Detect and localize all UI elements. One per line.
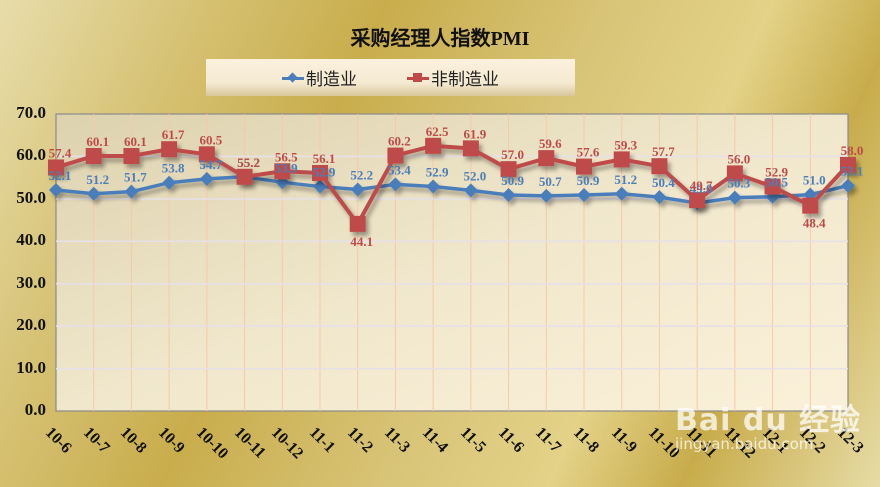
- data-label: 52.0: [463, 168, 486, 183]
- data-label: 57.7: [652, 144, 675, 159]
- data-label: 51.2: [614, 172, 637, 187]
- data-label: 53.9: [275, 160, 298, 175]
- data-label: 44.1: [350, 234, 373, 249]
- data-label: 50.3: [727, 176, 750, 191]
- legend-item-manufacturing: 制造业: [282, 65, 357, 90]
- data-label: 61.7: [162, 127, 185, 142]
- y-tick-label: 40.0: [16, 230, 46, 250]
- data-label: 51.7: [124, 170, 147, 185]
- data-label: 53.1: [841, 164, 864, 179]
- data-label: 52.1: [49, 168, 72, 183]
- watermark: Bai du 经验 jingyan.baidu.com: [675, 395, 861, 453]
- watermark-url: jingyan.baidu.com: [675, 435, 814, 453]
- data-label: 58.0: [841, 143, 864, 158]
- data-label: 56.5: [275, 149, 298, 164]
- data-label: 52.9: [313, 165, 336, 180]
- y-tick-label: 60.0: [16, 145, 46, 165]
- data-label: 60.2: [388, 134, 411, 149]
- y-tick-label: 10.0: [16, 357, 46, 377]
- watermark-logo: Bai du 经验: [675, 403, 862, 438]
- data-label: 57.4: [49, 145, 72, 160]
- data-label: 50.4: [652, 175, 675, 190]
- data-label: 60.1: [86, 134, 109, 149]
- data-label: 48.4: [803, 216, 826, 231]
- plot-background: [55, 113, 849, 412]
- data-label: 52.9: [765, 165, 788, 180]
- data-label: 60.5: [199, 132, 222, 147]
- data-label: 50.5: [765, 175, 788, 190]
- data-label: 53.4: [388, 162, 411, 177]
- data-label: 52.9: [426, 165, 449, 180]
- data-label: 49.0: [690, 181, 713, 196]
- y-tick-label: 30.0: [16, 272, 46, 292]
- data-label: 56.1: [313, 151, 336, 166]
- data-label: 57.6: [577, 145, 600, 160]
- data-label: 59.3: [614, 137, 637, 152]
- data-label: 50.9: [577, 173, 600, 188]
- y-tick-label: 70.0: [16, 103, 46, 122]
- legend-label: 非制造业: [431, 70, 499, 90]
- y-tick-label: 0.0: [24, 400, 46, 419]
- series-non-manufacturing: [48, 137, 856, 232]
- data-label: 50.9: [501, 173, 524, 188]
- data-label: 60.1: [124, 134, 147, 149]
- data-label: 50.7: [539, 174, 562, 189]
- data-label: 51.0: [803, 173, 826, 188]
- data-label: 59.6: [539, 136, 562, 151]
- square-marker-icon: [407, 72, 429, 84]
- chart-title: 采购经理人指数PMI: [350, 28, 530, 50]
- data-label: 55.2: [237, 155, 260, 170]
- diamond-marker-icon: [282, 71, 304, 84]
- data-label: 49.7: [690, 178, 713, 193]
- y-tick-label: 50.0: [16, 187, 46, 207]
- legend-label: 制造业: [306, 70, 357, 90]
- legend-item-non-manufacturing: 非制造业: [407, 65, 499, 90]
- legend: 制造业 非制造业: [206, 59, 575, 96]
- data-label: 51.2: [86, 172, 109, 187]
- data-label: 56.0: [727, 151, 750, 166]
- data-label: 53.8: [162, 161, 185, 176]
- data-label: 52.2: [350, 168, 373, 183]
- y-tick-label: 20.0: [16, 315, 46, 335]
- data-label: 61.9: [463, 126, 486, 141]
- data-label: 57.0: [501, 147, 524, 162]
- data-label: 54.7: [199, 157, 222, 172]
- data-label: 55.2: [237, 155, 260, 170]
- data-label: 62.5: [426, 124, 449, 139]
